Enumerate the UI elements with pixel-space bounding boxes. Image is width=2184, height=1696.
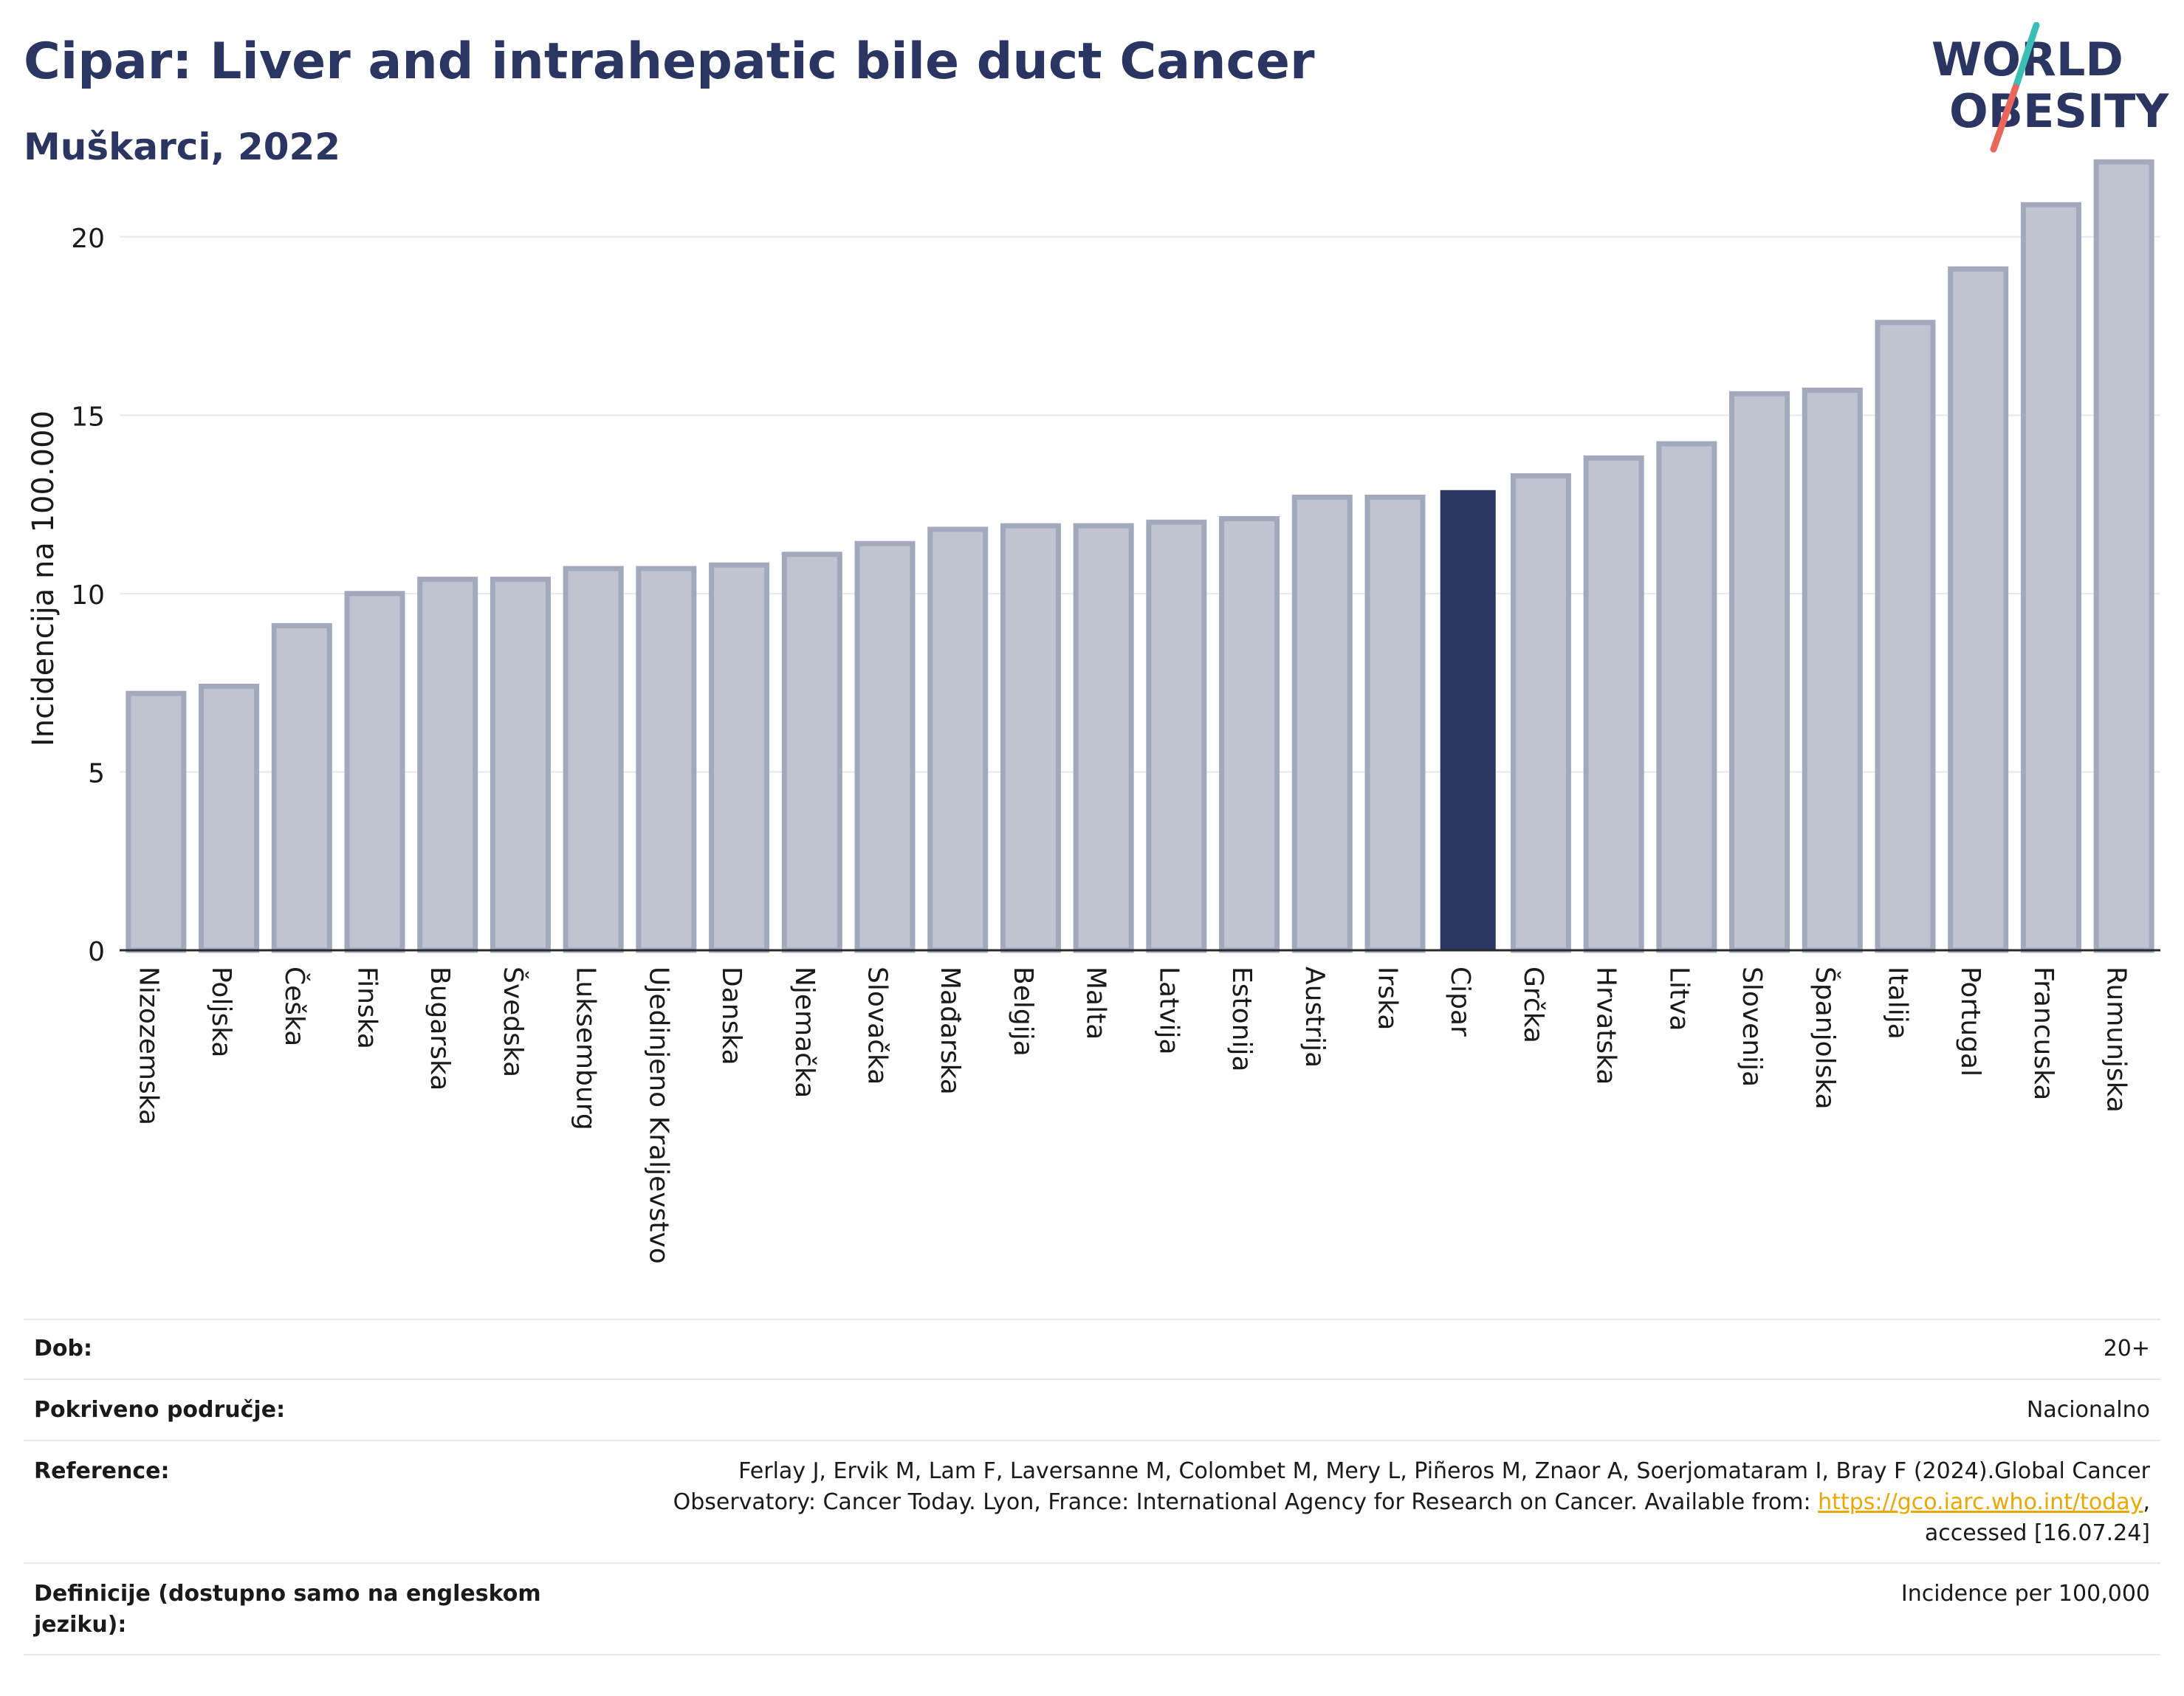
meta-row-age: Dob: 20+ <box>24 1319 2160 1379</box>
bar-Mađarska[interactable] <box>927 526 989 953</box>
bar-Portugal[interactable] <box>1948 266 2009 953</box>
y-tick-label: 15 <box>71 402 105 432</box>
bar-Litva[interactable] <box>1656 441 1717 953</box>
x-tick-label: Francuska <box>2028 967 2058 1100</box>
x-tick-label: Hrvatska <box>1591 967 1621 1085</box>
x-tick-label: Rumunjska <box>2101 967 2132 1113</box>
bar-Finska[interactable] <box>344 591 405 953</box>
bar-Grčka[interactable] <box>1510 473 1571 953</box>
meta-row-coverage: Pokriveno područje: Nacionalno <box>24 1379 2160 1440</box>
x-tick-label: Španjolska <box>1810 967 1841 1110</box>
meta-coverage-label: Pokriveno područje: <box>34 1397 286 1423</box>
y-tick-labels: 0 5 10 15 20 <box>71 224 105 967</box>
x-tick-label: Latvija <box>1153 967 1184 1055</box>
bar-Cipar[interactable] <box>1440 490 1496 950</box>
meta-age-label: Dob: <box>34 1336 92 1362</box>
x-tick-label: Portugal <box>1955 967 1985 1077</box>
meta-coverage-value: Nacionalno <box>2026 1397 2150 1423</box>
x-tick-label: Mađarska <box>935 967 965 1095</box>
meta-definitions-value: Incidence per 100,000 <box>1900 1581 2150 1607</box>
reference-text-1: Ferlay J, Ervik M, Lam F, Laversanne M, … <box>673 1458 2150 1515</box>
bar-Slovačka[interactable] <box>854 540 916 953</box>
bar-Rumunjska[interactable] <box>2093 159 2154 953</box>
bar-Malta[interactable] <box>1073 523 1134 953</box>
bar-Austrija[interactable] <box>1291 494 1353 953</box>
bars <box>126 159 2154 953</box>
bar-Belgija[interactable] <box>1000 523 1061 953</box>
meta-age-value: 20+ <box>2103 1336 2150 1362</box>
bar-Luksemburg[interactable] <box>563 566 624 953</box>
x-tick-labels: Nizozemska Poljska Češka Finska Bugarska Šved… <box>133 967 2131 1264</box>
x-tick-label: Luksemburg <box>571 967 601 1130</box>
reference-link[interactable]: https://gco.iarc.who.int/today <box>1818 1489 2143 1515</box>
logo-text-obesity: OBESITY <box>1949 84 2169 138</box>
x-tick-label: Slovenija <box>1737 967 1767 1087</box>
x-tick-label: Irska <box>1373 967 1403 1030</box>
x-tick-label: Bugarska <box>425 967 455 1091</box>
bar-Nizozemska[interactable] <box>126 690 187 953</box>
bar-Njemačka[interactable] <box>781 552 842 953</box>
metadata-table: Dob: 20+ Pokriveno područje: Nacionalno … <box>24 1319 2160 1655</box>
bar-Francuska[interactable] <box>2020 202 2081 953</box>
y-tick-label: 0 <box>88 937 105 967</box>
bar-Latvija[interactable] <box>1146 519 1207 953</box>
bar-Italija[interactable] <box>1875 320 1936 953</box>
bar-Estonija[interactable] <box>1219 515 1280 953</box>
x-tick-label: Ujedinjeno Kraljevstvo <box>643 967 673 1264</box>
world-obesity-logo: WORLD OBESITY <box>1931 22 2169 153</box>
x-tick-label: Češka <box>279 967 310 1046</box>
bar-Ujedinjeno Kraljevstvo[interactable] <box>636 566 697 953</box>
x-tick-label: Belgija <box>1008 967 1038 1057</box>
y-tick-label: 5 <box>88 758 105 789</box>
x-tick-label: Poljska <box>206 967 236 1058</box>
bar-chart: 0 5 10 15 20 Nizozemska Poljska Češka Finska Bug… <box>27 159 2160 1264</box>
x-tick-label: Estonija <box>1226 967 1257 1072</box>
bar-Poljska[interactable] <box>199 683 260 953</box>
y-tick-label: 10 <box>71 580 105 611</box>
bar-Irska[interactable] <box>1364 494 1426 953</box>
x-tick-label: Italija <box>1883 967 1913 1040</box>
x-tick-label: Malta <box>1081 967 1111 1040</box>
logo-slash-teal <box>2012 22 2040 91</box>
x-tick-label: Danska <box>716 967 746 1065</box>
meta-row-definitions: Definicije (dostupno samo na engleskom j… <box>24 1562 2160 1654</box>
chart-subtitle: Muškarci, 2022 <box>24 126 341 168</box>
logo-slash-red <box>1990 83 2019 153</box>
bar-Bugarska[interactable] <box>417 577 478 953</box>
bar-Danska[interactable] <box>709 562 770 953</box>
meta-definitions-label: Definicije (dostupno samo na engleskom j… <box>34 1581 541 1638</box>
meta-reference-label: Reference: <box>34 1458 170 1484</box>
x-tick-label: Austrija <box>1299 967 1330 1068</box>
bar-Češka[interactable] <box>271 622 332 953</box>
x-tick-label: Cipar <box>1445 967 1475 1037</box>
meta-row-reference: Reference: Ferlay J, Ervik M, Lam F, Lav… <box>24 1440 2160 1562</box>
x-tick-label: Litva <box>1663 967 1694 1031</box>
bar-Švedska[interactable] <box>490 577 551 953</box>
x-tick-label: Slovačka <box>862 967 893 1085</box>
meta-reference-value: Ferlay J, Ervik M, Lam F, Laversanne M, … <box>600 1456 2160 1549</box>
bar-Slovenija[interactable] <box>1729 391 1790 953</box>
x-tick-label: Grčka <box>1518 967 1548 1043</box>
x-tick-label: Nizozemska <box>133 967 163 1125</box>
x-tick-label: Finska <box>352 967 382 1049</box>
x-tick-label: Švedska <box>498 967 529 1077</box>
y-axis-label: Incidencija na 100.000 <box>27 411 61 746</box>
meta-bottom-border <box>24 1654 2160 1655</box>
y-tick-label: 20 <box>71 224 105 254</box>
chart-title: Cipar: Liver and intrahepatic bile duct … <box>24 32 1315 91</box>
bar-Španjolska[interactable] <box>1802 388 1863 953</box>
x-tick-label: Njemačka <box>789 967 820 1098</box>
bar-Hrvatska[interactable] <box>1583 455 1644 953</box>
reference-text-2: , accessed [16.07.24] <box>1924 1489 2150 1546</box>
